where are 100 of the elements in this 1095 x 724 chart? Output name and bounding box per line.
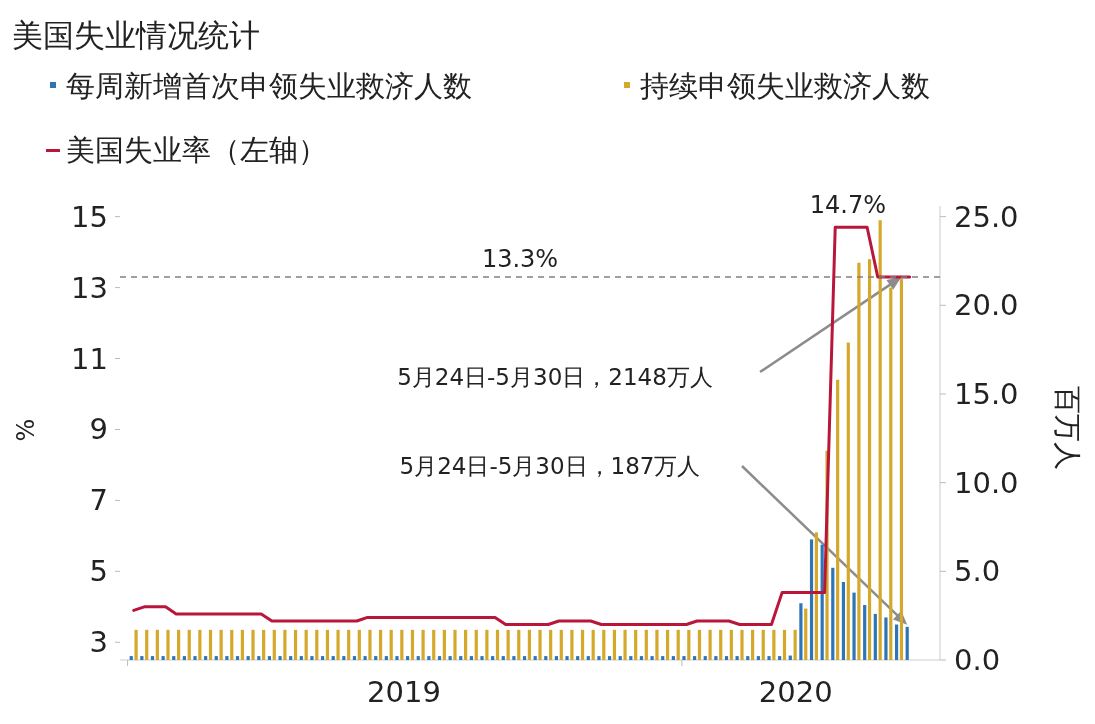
bar (591, 629, 595, 660)
bar (565, 656, 569, 660)
bar (761, 629, 765, 660)
y-tick-label: 11 (71, 341, 108, 376)
bar (863, 605, 867, 660)
y-tick-label: 5 (89, 554, 108, 589)
bar (442, 629, 446, 660)
bar (586, 656, 590, 660)
bar (697, 629, 702, 660)
bar (177, 629, 181, 660)
bar (384, 656, 388, 660)
bar (198, 629, 202, 660)
bar (517, 629, 521, 660)
bar (129, 656, 133, 660)
bar (799, 603, 803, 660)
bar (846, 342, 850, 660)
bar (857, 262, 861, 660)
bar (485, 629, 489, 660)
y2-tick-label: 20.0 (954, 288, 1019, 323)
bar (767, 656, 771, 660)
bar (315, 629, 319, 660)
bar (538, 629, 542, 660)
bar (464, 629, 468, 660)
legend-label: 美国失业率（左轴） (66, 133, 327, 167)
bar (406, 656, 410, 660)
bar (368, 629, 372, 660)
bar (602, 629, 606, 660)
bar (491, 656, 495, 660)
bar (230, 629, 234, 660)
y-tick-label: 13 (71, 270, 108, 305)
bar (634, 629, 638, 660)
bar (618, 656, 622, 660)
bar (841, 581, 846, 660)
bar (650, 656, 654, 660)
bar (782, 629, 787, 660)
bar (873, 613, 877, 660)
bar (878, 220, 882, 660)
bar (719, 629, 723, 660)
bar (325, 629, 330, 660)
y2-tick-label: 0.0 (954, 643, 1001, 677)
bar (889, 287, 893, 660)
bar (756, 656, 760, 660)
bar (469, 656, 473, 660)
bar (204, 656, 208, 660)
bar (240, 629, 244, 660)
bar (708, 629, 712, 660)
bar (559, 629, 563, 660)
bar (474, 629, 478, 660)
ref-line-label: 13.3% (481, 244, 559, 273)
bar (729, 629, 733, 660)
bar (347, 629, 351, 660)
bar (554, 656, 559, 660)
bar (331, 656, 335, 660)
bar (304, 629, 308, 660)
bar (884, 617, 888, 660)
bar (676, 629, 680, 660)
bar (512, 656, 516, 660)
bar (682, 656, 686, 660)
bar (655, 629, 659, 660)
bar (352, 656, 357, 660)
bar (703, 656, 707, 660)
bar (740, 629, 744, 660)
bar (140, 656, 144, 660)
bar (437, 656, 442, 660)
bar (570, 629, 574, 660)
x-tick-label: 2020 (758, 675, 833, 709)
bar (506, 629, 510, 660)
bar (389, 629, 393, 660)
bar (836, 379, 840, 660)
bar (378, 629, 383, 660)
bar (410, 629, 415, 660)
bar (772, 629, 776, 660)
bar (735, 656, 739, 660)
bar (283, 629, 287, 660)
bar (453, 629, 457, 660)
bar (501, 656, 505, 660)
bar (257, 656, 261, 660)
bar (639, 656, 644, 660)
bar (320, 656, 325, 660)
y-tick-label: 9 (89, 412, 108, 447)
bar (778, 656, 782, 660)
bar (549, 629, 553, 660)
bar (746, 656, 750, 660)
bar (522, 656, 527, 660)
bar (714, 656, 718, 660)
bar (751, 629, 755, 660)
bar (629, 656, 633, 660)
bar (644, 629, 648, 660)
bar (155, 629, 159, 660)
bar (576, 656, 580, 660)
bar (852, 592, 856, 660)
bar (272, 629, 276, 660)
bar (310, 656, 314, 660)
bar (293, 629, 298, 660)
bar (687, 629, 691, 660)
bar (427, 656, 431, 660)
bar (235, 656, 240, 660)
bar (166, 629, 170, 660)
bar (251, 629, 255, 660)
annotation: 5月24日-5月30日，2148万人 (397, 364, 713, 390)
